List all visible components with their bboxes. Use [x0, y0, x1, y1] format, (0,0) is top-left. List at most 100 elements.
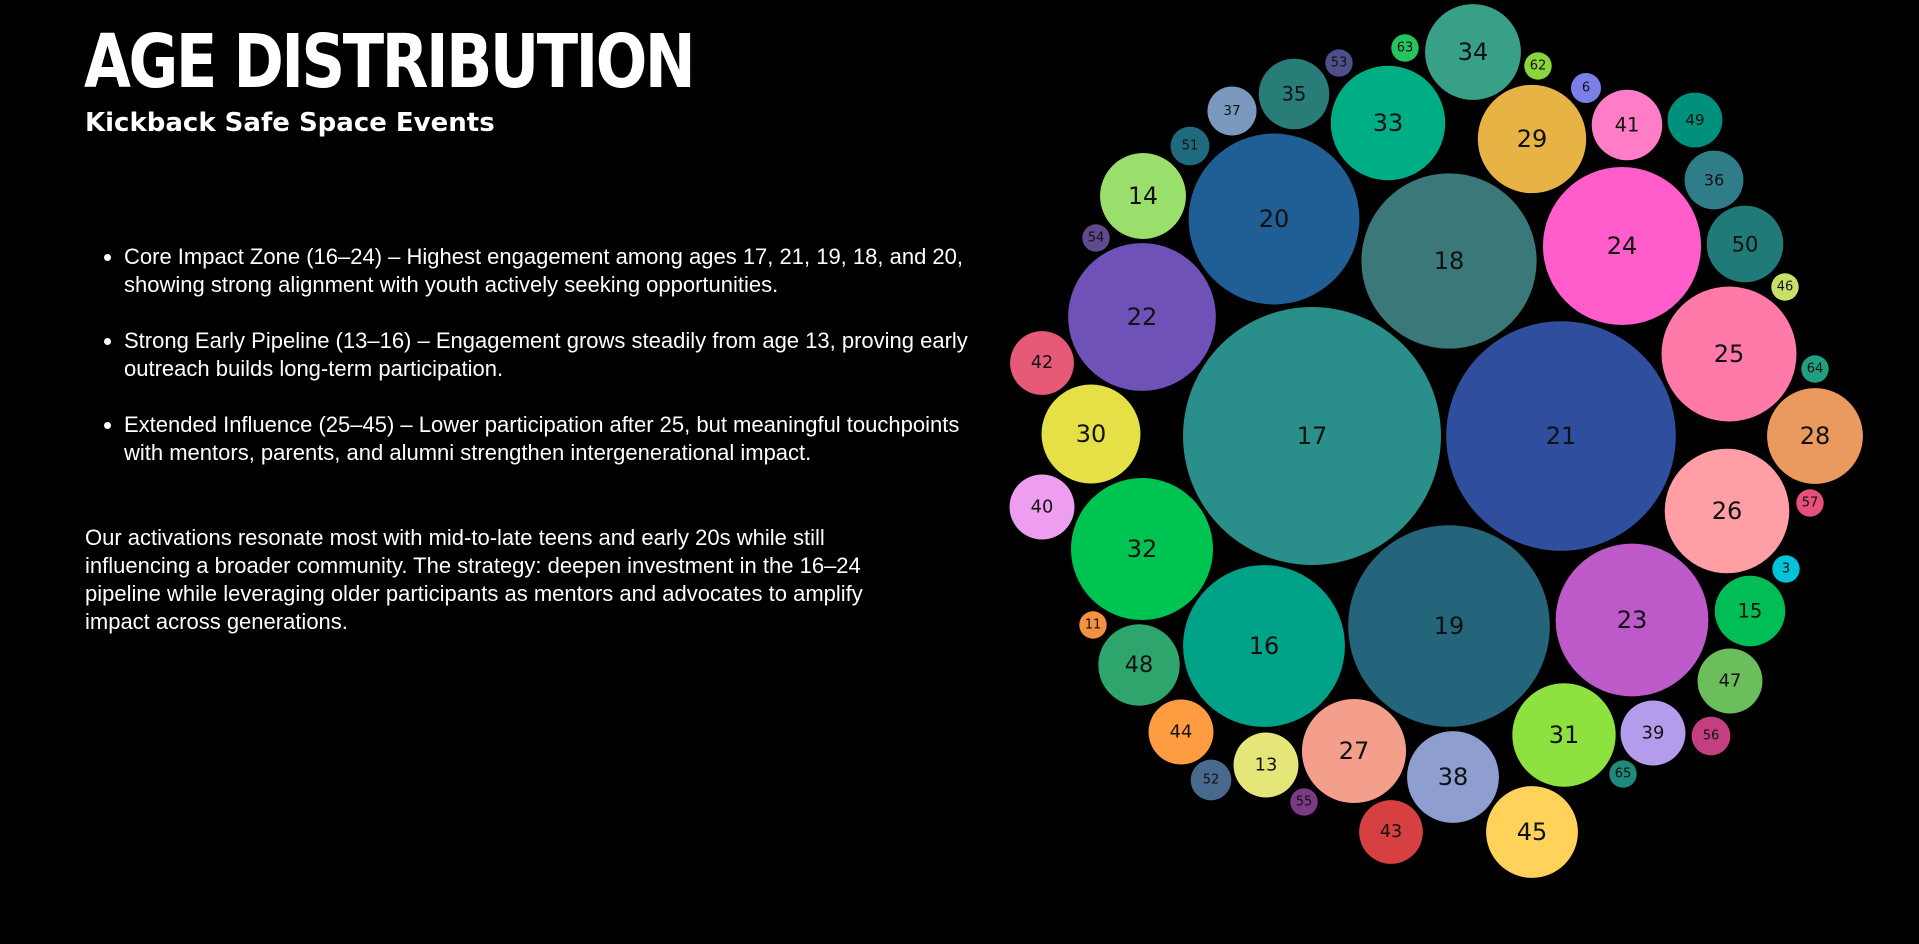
bubble-age-51 [1170, 126, 1210, 166]
bubble-label-23: 23 [1617, 606, 1648, 634]
bubble-age-25 [1661, 286, 1797, 422]
bubble-age-45 [1486, 786, 1578, 878]
bubble-age-44 [1148, 699, 1214, 765]
bubble-age-32 [1070, 477, 1214, 621]
bubble-label-26: 26 [1712, 497, 1743, 525]
bubble-label-40: 40 [1031, 497, 1054, 518]
bubble-label-28: 28 [1800, 422, 1831, 450]
bubble-label-27: 27 [1339, 737, 1370, 765]
insight-early-pipeline: Strong Early Pipeline (13–16) – Engageme… [124, 327, 994, 383]
bubble-age-18 [1361, 173, 1537, 349]
bubble-age-19 [1348, 525, 1550, 727]
bubble-age-21 [1446, 321, 1676, 551]
bubble-label-41: 41 [1615, 114, 1640, 137]
bubble-label-38: 38 [1438, 763, 1469, 791]
summary-paragraph: Our activations resonate most with mid-t… [85, 525, 863, 634]
bubble-age-50 [1706, 205, 1784, 283]
bubble-label-54: 54 [1088, 231, 1105, 246]
bubble-label-52: 52 [1203, 773, 1220, 788]
bubble-age-16 [1183, 565, 1345, 727]
bubble-age-13 [1233, 732, 1299, 798]
bubble-label-6: 6 [1582, 81, 1590, 96]
bubble-age-33 [1330, 65, 1446, 181]
bubble-label-29: 29 [1517, 125, 1548, 153]
bubble-age-54 [1082, 224, 1110, 252]
bubble-label-47: 47 [1719, 671, 1742, 692]
bubble-age-46 [1771, 273, 1799, 301]
bubble-label-21: 21 [1546, 422, 1577, 450]
bubble-label-42: 42 [1031, 353, 1053, 373]
bubble-label-22: 22 [1127, 303, 1158, 331]
bubble-label-16: 16 [1249, 632, 1280, 660]
page-subtitle: Kickback Safe Space Events [85, 108, 495, 138]
bubble-age-62 [1524, 52, 1552, 80]
bubble-label-19: 19 [1434, 612, 1465, 640]
bubble-label-56: 56 [1703, 729, 1720, 744]
bubble-age-15 [1714, 575, 1786, 647]
bubble-label-53: 53 [1331, 56, 1348, 71]
bubble-age-14 [1100, 153, 1186, 239]
bubble-age-30 [1041, 384, 1141, 484]
bubble-label-32: 32 [1127, 535, 1158, 563]
bubble-label-64: 64 [1807, 362, 1824, 377]
bubble-label-18: 18 [1434, 247, 1465, 275]
bubble-age-52 [1190, 759, 1232, 801]
bubble-label-55: 55 [1296, 795, 1313, 810]
bubble-age-41 [1591, 89, 1663, 161]
bubble-label-31: 31 [1549, 721, 1580, 749]
bubble-label-34: 34 [1458, 38, 1489, 66]
insight-extended-influence: Extended Influence (25–45) – Lower parti… [124, 411, 994, 467]
bubble-age-3 [1772, 555, 1800, 583]
bubble-label-15: 15 [1738, 600, 1763, 623]
insight-core-impact: Core Impact Zone (16–24) – Highest engag… [124, 243, 994, 299]
bubble-age-36 [1684, 150, 1744, 210]
bubble-label-13: 13 [1255, 755, 1278, 776]
bubble-age-37 [1207, 86, 1257, 136]
bubble-age-40 [1009, 474, 1075, 540]
bubble-age-11 [1079, 611, 1107, 639]
bubble-label-50: 50 [1732, 232, 1759, 257]
bubble-label-48: 48 [1125, 652, 1153, 678]
bubble-age-47 [1697, 648, 1763, 714]
page-title: AGE DISTRIBUTION [84, 19, 696, 105]
bubble-age-23 [1555, 543, 1709, 697]
insights-list: Core Impact Zone (16–24) – Highest engag… [84, 243, 994, 495]
bubble-label-65: 65 [1615, 767, 1632, 782]
bubble-age-27 [1301, 698, 1407, 804]
bubble-age-43 [1359, 800, 1423, 864]
bubble-age-42 [1010, 331, 1074, 395]
bubble-age-39 [1620, 700, 1686, 766]
bubble-label-17: 17 [1297, 422, 1328, 450]
bubble-age-26 [1664, 448, 1790, 574]
bubble-age-63 [1391, 34, 1419, 62]
bubble-label-43: 43 [1380, 822, 1402, 842]
bubble-label-30: 30 [1076, 420, 1107, 448]
bubble-label-62: 62 [1530, 59, 1547, 74]
bubble-age-20 [1188, 133, 1360, 305]
bubble-label-63: 63 [1397, 41, 1414, 56]
bubble-age-29 [1477, 84, 1587, 194]
bubble-label-20: 20 [1259, 205, 1290, 233]
bubble-label-24: 24 [1607, 232, 1638, 260]
bubble-age-31 [1512, 683, 1616, 787]
bubble-label-49: 49 [1685, 111, 1704, 129]
bubble-label-3: 3 [1782, 562, 1790, 577]
bubble-age-17 [1183, 307, 1441, 565]
bubble-label-11: 11 [1085, 618, 1102, 633]
bubble-age-57 [1796, 489, 1824, 517]
bubble-label-57: 57 [1802, 496, 1819, 511]
bubble-label-33: 33 [1373, 109, 1404, 137]
bubble-label-25: 25 [1714, 340, 1745, 368]
bubble-age-65 [1609, 760, 1637, 788]
bubble-age-34 [1425, 4, 1521, 100]
bubble-age-38 [1407, 731, 1499, 823]
bubble-label-36: 36 [1704, 171, 1725, 190]
bubble-age-49 [1667, 92, 1723, 148]
bubble-label-37: 37 [1223, 103, 1240, 119]
bubble-age-56 [1691, 716, 1731, 756]
bubble-label-45: 45 [1517, 818, 1548, 846]
bubble-age-53 [1325, 49, 1353, 77]
bubble-age-35 [1258, 58, 1330, 130]
bubble-age-48 [1098, 624, 1180, 706]
